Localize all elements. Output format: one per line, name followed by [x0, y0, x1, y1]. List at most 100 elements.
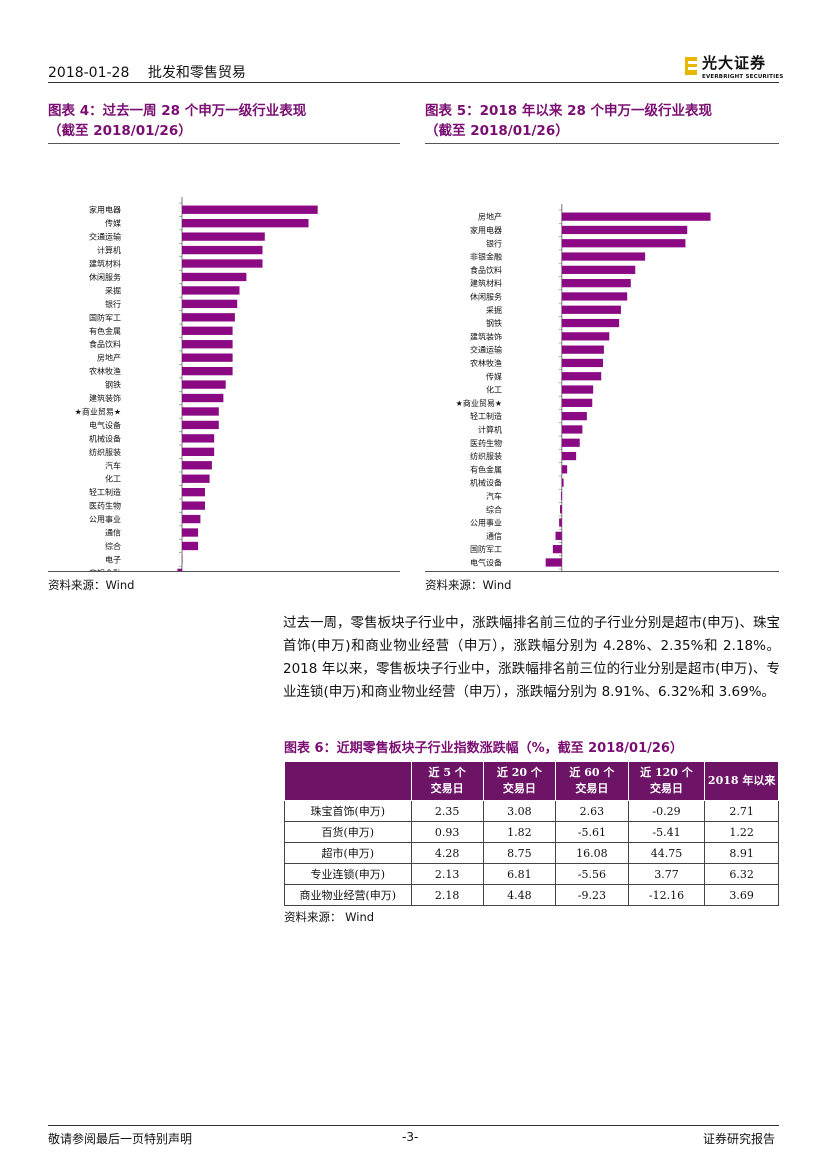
category-label: 综合 — [486, 504, 502, 514]
category-label: ★商业贸易★ — [456, 398, 502, 408]
table-header-cell: 近 20 个交易日 — [482, 761, 557, 801]
category-label: 交通运输 — [470, 345, 502, 355]
bar — [545, 558, 562, 567]
bar — [560, 505, 562, 514]
category-label: 房地产 — [97, 353, 121, 363]
table-cell: -9.23 — [555, 884, 629, 906]
bar — [182, 555, 183, 564]
category-label: 轻工制造 — [89, 487, 121, 497]
row-label: 商业物业经营(申万) — [284, 884, 412, 906]
bar — [561, 438, 580, 447]
figure-5-title-line1: 图表 5：2018 年以来 28 个申万一级行业表现 — [425, 103, 713, 119]
bar — [182, 340, 233, 349]
bar — [182, 434, 215, 443]
category-label: 建筑装饰 — [89, 393, 121, 403]
footer-page-number: -3- — [402, 1130, 419, 1144]
bar — [182, 514, 201, 524]
table-header-cell: 2018 年以来 — [704, 761, 779, 801]
table-cell: 2.18 — [410, 884, 484, 906]
bar — [561, 332, 610, 341]
category-label: 休闲服务 — [89, 272, 121, 282]
bar — [182, 528, 199, 537]
bar — [182, 461, 212, 470]
figure-4: 图表 4：过去一周 28 个申万一级行业表现 （截至 2018/01/26） 家… — [48, 101, 400, 622]
category-label: 国防军工 — [470, 544, 502, 554]
logo-name: 光大证券 — [702, 54, 767, 72]
body-paragraph: 过去一周，零售板块子行业中，涨跌幅排名前三位的子行业分别是超市(申万)、珠宝首饰… — [283, 615, 780, 700]
logo-mark-icon — [685, 57, 697, 75]
table-row: 专业连锁(申万) 2.13 6.81 -5.56 3.77 6.32 — [284, 863, 779, 885]
category-label: 采掘 — [105, 285, 121, 295]
bar — [182, 407, 219, 416]
figure-5-title: 图表 5：2018 年以来 28 个申万一级行业表现 （截至 2018/01/2… — [425, 101, 779, 141]
table-cell: 2.71 — [704, 800, 779, 822]
bar — [182, 541, 199, 551]
logo-subtitle: EVERBRIGHT SECURITIES — [702, 74, 784, 80]
report-header: 2018-01-28 批发和零售贸易 — [48, 62, 246, 82]
row-label: 珠宝首饰(申万) — [284, 800, 412, 822]
footer-disclaimer: 敬请参阅最后一页特别声明 — [48, 1132, 193, 1146]
table-cell: 16.08 — [555, 842, 629, 864]
bar — [560, 491, 562, 501]
table-cell: 3.77 — [627, 863, 706, 885]
category-label: 传媒 — [105, 218, 121, 228]
category-label: 银行 — [105, 299, 121, 309]
report-section: 批发和零售贸易 — [147, 65, 246, 81]
table-6-source: 资料来源： Wind — [284, 910, 375, 924]
category-label: 食品饮料 — [470, 265, 502, 275]
category-label: 计算机 — [478, 424, 502, 434]
table-row: 超市(申万) 4.28 8.75 16.08 44.75 8.91 — [284, 842, 779, 864]
figure-5-chart-frame: 房地产 家用电器 银行 非银金融 食品饮料 建筑材料 休闲服务 采掘 钢铁 建筑装饰 交通运输 农林牧… — [425, 143, 779, 624]
bar — [182, 299, 238, 309]
bar — [182, 353, 233, 362]
category-label: 医药生物 — [89, 501, 121, 511]
table-cell: 44.75 — [627, 842, 706, 864]
footer-report-type: 证券研究报告 — [703, 1132, 776, 1146]
table-row: 商业物业经营(申万) 2.18 4.48 -9.23 -12.16 3.69 — [284, 884, 779, 906]
header-rule — [48, 82, 779, 83]
bar — [182, 420, 219, 430]
table-cell: 3.69 — [704, 884, 779, 906]
table-cell: 8.91 — [704, 842, 779, 864]
category-label: 非银金融 — [89, 568, 121, 571]
table-cell: 2.63 — [555, 800, 629, 822]
category-label: 医药生物 — [470, 438, 502, 448]
bar — [561, 372, 602, 381]
row-label: 百货(申万) — [284, 821, 412, 843]
category-label: 建筑材料 — [470, 278, 502, 288]
table-header-cell: 近 120 个交易日 — [627, 761, 706, 801]
table-cell: 8.75 — [482, 842, 557, 864]
figure-5-chart: 房地产家用电器银行非银金融食品饮料建筑材料休闲服务采掘钢铁建筑装饰交通运输农林牧… — [456, 204, 746, 624]
bar — [182, 259, 263, 268]
bar — [561, 412, 587, 421]
category-label: 农林牧渔 — [89, 366, 121, 376]
table-cell: -12.16 — [627, 884, 706, 906]
category-label: 食品饮料 — [89, 339, 121, 349]
table-cell: 4.48 — [482, 884, 557, 906]
table-cell: 6.32 — [704, 863, 779, 885]
category-label: 机械设备 — [470, 478, 502, 488]
bar — [182, 447, 215, 456]
category-label: 休闲服务 — [470, 291, 502, 301]
table-cell: 1.82 — [482, 821, 557, 843]
category-label: 电气设备 — [89, 420, 121, 430]
bar — [182, 501, 205, 510]
table-header-row: 近 5 个交易日 近 20 个交易日 近 60 个交易日 近 120 个交易日 … — [284, 761, 779, 801]
bar — [561, 385, 594, 394]
table-cell: -5.41 — [627, 821, 706, 843]
bar — [561, 425, 583, 434]
bar — [182, 366, 233, 376]
row-label: 专业连锁(申万) — [284, 863, 412, 885]
category-label: 国防军工 — [89, 312, 121, 322]
table-cell: -5.56 — [555, 863, 629, 885]
table-row: 珠宝首饰(申万) 2.35 3.08 2.63 -0.29 2.71 — [284, 800, 779, 822]
figure-5-title-line2: （截至 2018/01/26） — [425, 123, 569, 139]
bar — [561, 225, 688, 235]
category-label: 计算机 — [97, 245, 121, 255]
category-label: 建筑材料 — [89, 259, 121, 269]
bar — [559, 518, 562, 527]
category-label: 轻工制造 — [470, 411, 502, 421]
figure-4-title-line1: 图表 4：过去一周 28 个申万一级行业表现 — [48, 103, 307, 119]
figure-5: 图表 5：2018 年以来 28 个申万一级行业表现 （截至 2018/01/2… — [425, 101, 779, 624]
category-label: 综合 — [105, 541, 121, 551]
